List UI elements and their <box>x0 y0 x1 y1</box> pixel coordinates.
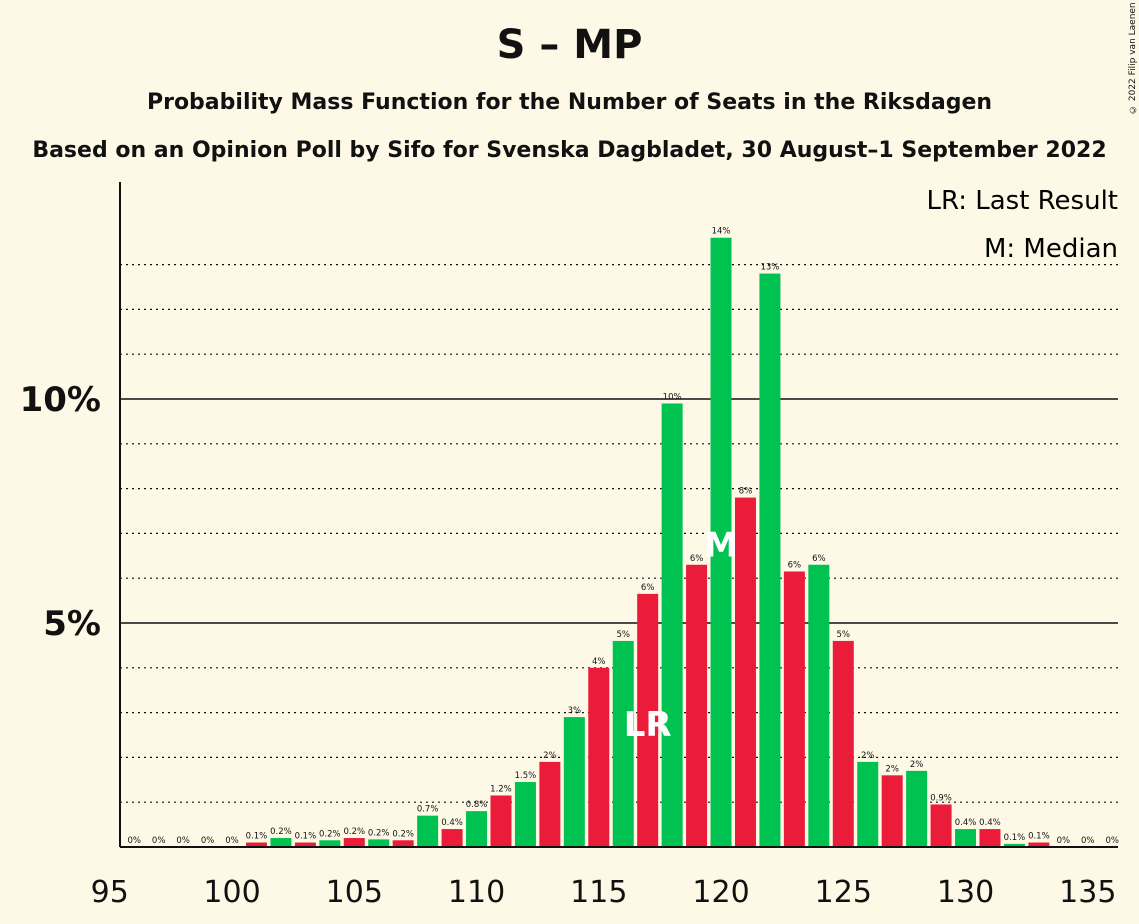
bar-label-110: 0.8% <box>466 800 488 810</box>
bar-114 <box>563 717 585 847</box>
bar-123 <box>783 571 805 847</box>
bar-129 <box>930 804 952 847</box>
bar-118 <box>661 403 683 847</box>
bar-130 <box>955 829 977 847</box>
bar-label-117: 6% <box>641 583 655 593</box>
x-tick-115: 115 <box>570 875 627 910</box>
bar-label-98: 0% <box>176 836 190 846</box>
markers: LR M <box>624 526 738 745</box>
axes <box>119 182 1118 848</box>
bar-label-115: 4% <box>592 657 606 667</box>
bar-133 <box>1028 842 1050 847</box>
bar-label-100: 0% <box>225 836 239 846</box>
bar-label-112: 1.5% <box>515 771 537 781</box>
bar-106 <box>368 839 390 847</box>
bar-label-109: 0.4% <box>441 818 463 828</box>
bar-label-114: 3% <box>568 706 582 716</box>
y-tick-5: 5% <box>43 604 101 644</box>
bar-107 <box>392 840 414 847</box>
bar-label-108: 0.7% <box>417 805 439 815</box>
bar-116 <box>612 640 634 847</box>
bar-label-105: 0.2% <box>343 827 365 837</box>
bar-115 <box>588 667 610 847</box>
x-tick-130: 130 <box>937 875 994 910</box>
bar-label-126: 2% <box>861 751 875 761</box>
bar-label-136: 0% <box>1105 836 1119 846</box>
y-tick-10: 10% <box>20 380 101 420</box>
bar-109 <box>441 829 463 847</box>
bar-125 <box>832 640 854 847</box>
x-tick-135: 135 <box>1059 875 1116 910</box>
bar-label-127: 2% <box>885 764 899 774</box>
x-tick-125: 125 <box>815 875 872 910</box>
x-tick-105: 105 <box>326 875 383 910</box>
legend-median: M: Median <box>984 234 1118 264</box>
bar-111 <box>490 795 512 847</box>
bar-label-96: 0% <box>127 836 141 846</box>
bar-122 <box>759 273 781 847</box>
chart-subtitle: Probability Mass Function for the Number… <box>146 90 993 115</box>
bar-label-118: 10% <box>663 392 682 402</box>
bar-label-123: 6% <box>788 560 802 570</box>
bar-label-107: 0.2% <box>392 829 414 839</box>
bar-label-129: 0.9% <box>930 793 952 803</box>
bar-102 <box>270 838 292 847</box>
bar-112 <box>514 782 536 847</box>
bar-119 <box>686 564 708 847</box>
bar-label-122: 13% <box>760 263 779 273</box>
bar-label-102: 0.2% <box>270 827 292 837</box>
bar-label-135: 0% <box>1081 836 1095 846</box>
bar-126 <box>857 761 879 847</box>
y-tick-labels: 5% 10% <box>20 380 101 644</box>
bar-121 <box>734 497 756 847</box>
bar-117 <box>637 593 659 847</box>
bar-120 <box>710 237 732 848</box>
x-tick-95: 95 <box>91 875 129 910</box>
bar-label-104: 0.2% <box>319 829 341 839</box>
bar-label-128: 2% <box>910 760 924 770</box>
bar-label-130: 0.4% <box>955 818 977 828</box>
bar-110 <box>466 811 488 847</box>
bar-label-120: 14% <box>712 227 731 237</box>
bar-label-103: 0.1% <box>295 832 317 842</box>
bar-label-133: 0.1% <box>1028 832 1050 842</box>
x-tick-120: 120 <box>692 875 749 910</box>
bar-108 <box>417 815 439 847</box>
legend-last-result: LR: Last Result <box>926 186 1118 216</box>
bar-label-125: 5% <box>837 630 851 640</box>
bar-124 <box>808 564 830 847</box>
bar-label-132: 0.1% <box>1004 833 1026 843</box>
bar-label-106: 0.2% <box>368 828 390 838</box>
x-tick-labels: 95 100 105 110 115 120 125 130 135 <box>91 875 1117 910</box>
bar-label-97: 0% <box>152 836 166 846</box>
bar-132 <box>1003 843 1025 847</box>
bar-label-111: 1.2% <box>490 784 512 794</box>
bar-113 <box>539 761 561 847</box>
bar-label-131: 0.4% <box>979 818 1001 828</box>
bar-label-99: 0% <box>201 836 215 846</box>
chart-source: Based on an Opinion Poll by Sifo for Sve… <box>32 138 1107 163</box>
chart-title: S – MP <box>496 22 643 68</box>
bar-label-116: 5% <box>616 630 630 640</box>
data-labels: 0% 0% 0% 0% 0% 0.1% 0.2% 0.1% 0.2% 0.2% 0.2% 0.2%0.… <box>127 227 1119 846</box>
x-tick-100: 100 <box>203 875 260 910</box>
marker-m: M <box>704 526 738 566</box>
bar-105 <box>343 838 365 847</box>
bar-label-101: 0.1% <box>246 832 268 842</box>
bar-127 <box>881 775 903 847</box>
bar-label-121: 8% <box>739 487 753 497</box>
bar-label-124: 6% <box>812 554 826 564</box>
bars <box>245 237 1050 848</box>
x-tick-110: 110 <box>448 875 505 910</box>
bar-103 <box>294 842 316 847</box>
bar-104 <box>319 840 341 847</box>
bar-128 <box>906 770 928 847</box>
bar-101 <box>245 842 267 847</box>
bar-131 <box>979 829 1001 847</box>
marker-lr: LR <box>624 705 672 745</box>
bar-label-119: 6% <box>690 554 704 564</box>
bar-label-113: 2% <box>543 751 557 761</box>
bar-label-134: 0% <box>1057 836 1071 846</box>
